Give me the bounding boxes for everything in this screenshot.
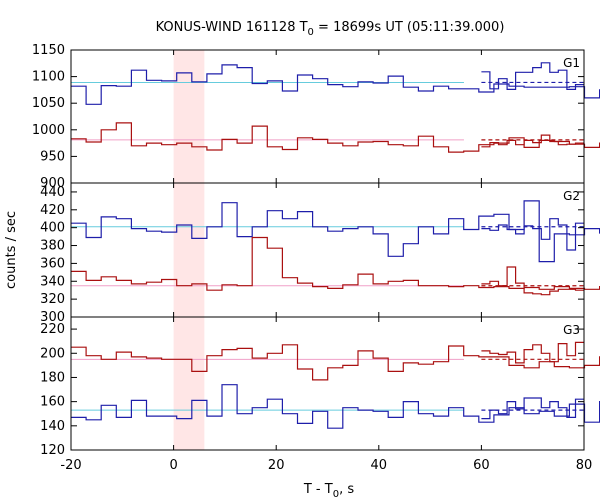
g2-blue-series-part2 [481, 218, 584, 251]
chart-title: KONUS-WIND 161128 T0 = 18699s UT (05:11:… [156, 20, 505, 38]
x-tick-label: 80 [576, 458, 593, 473]
g1-red-series-part1 [71, 122, 600, 153]
panel-label-g1: G1 [563, 56, 580, 70]
y-tick-label: 420 [40, 203, 65, 218]
y-tick-label: 160 [40, 395, 65, 410]
panel-g3: 120 140 160 180 200 220 G3 [40, 316, 600, 458]
y-tick-label: 300 [40, 310, 65, 325]
y-tick-label: 1100 [32, 70, 65, 85]
x-tick-label: 20 [268, 458, 285, 473]
g1-blue-series-part2 [481, 62, 584, 90]
y-tick-label: 400 [40, 221, 65, 236]
y-tick-label: 200 [40, 346, 65, 361]
g1-red-series-part2 [481, 134, 584, 148]
x-axis-label: T - T0, s [303, 482, 354, 500]
g2-red-series-part1 [71, 236, 600, 291]
highlight-interval [173, 50, 205, 450]
y-tick-label: 440 [40, 185, 65, 200]
y-tick-label: 340 [40, 274, 65, 289]
y-tick-label: 1050 [32, 96, 65, 111]
y-tick-label: 180 [40, 370, 65, 385]
y-tick-label: 220 [40, 322, 65, 337]
plot-area: 900 950 1000 1050 1100 1150 G1 300 320 340 360 380 4… [32, 43, 600, 473]
y-tick-label: 360 [40, 256, 65, 271]
panel-label-g3: G3 [563, 323, 580, 337]
y-tick-label: 120 [40, 443, 65, 458]
g3-blue-series-part2 [481, 397, 584, 420]
y-tick-label: 1000 [32, 123, 65, 138]
g3-red-series-part2 [481, 341, 584, 364]
panel-g1: 900 950 1000 1050 1100 1150 G1 [32, 43, 600, 191]
g2-red-series-part2 [481, 266, 584, 296]
panel-frame-g1 [70, 49, 585, 184]
y-tick-label: 950 [40, 149, 65, 164]
g2-blue-series-part1 [71, 200, 600, 263]
x-tick-label: -20 [60, 458, 81, 473]
y-tick-label: 320 [40, 292, 65, 307]
g3-red-series-part1 [71, 344, 600, 381]
panel-frame-g3 [70, 316, 585, 451]
y-tick-label: 1150 [32, 43, 65, 58]
g1-blue-series-part1 [71, 64, 600, 105]
y-axis-label: counts / sec [4, 211, 19, 289]
x-tick-label: 40 [371, 458, 388, 473]
panel-label-g2: G2 [563, 189, 580, 203]
g3-blue-series-part1 [71, 384, 600, 429]
y-tick-label: 140 [40, 419, 65, 434]
x-tick-label: 0 [169, 458, 177, 473]
x-tick-label: 60 [473, 458, 490, 473]
panel-g2: 300 320 340 360 380 400 420 440 G2 [40, 182, 600, 325]
y-tick-label: 380 [40, 239, 65, 254]
panel-frame-g2 [70, 182, 585, 318]
y-tick-label: 900 [40, 176, 65, 191]
